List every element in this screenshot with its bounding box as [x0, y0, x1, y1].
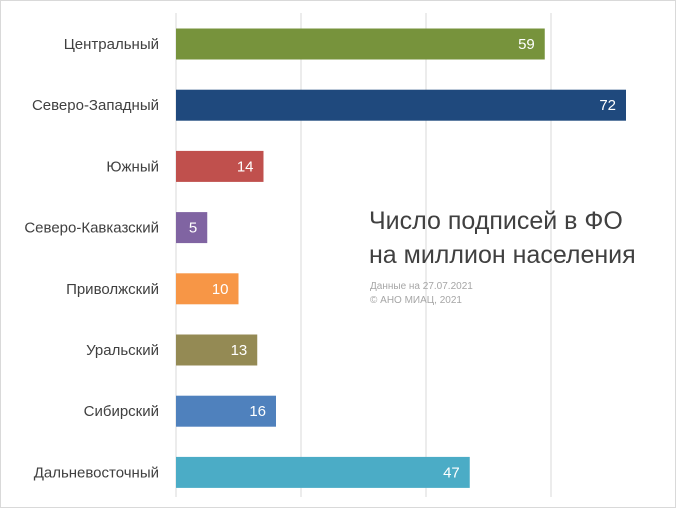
data-label: 10 — [212, 281, 229, 298]
chart-title-line-1: Число подписей в ФО — [369, 207, 623, 235]
bar — [176, 28, 545, 60]
data-label: 59 — [518, 36, 535, 53]
category-label: Центральный — [64, 36, 159, 53]
bar — [176, 212, 208, 244]
data-label: 5 — [189, 220, 197, 237]
category-label: Приволжский — [66, 281, 159, 298]
bar — [176, 456, 470, 488]
data-label: 47 — [443, 464, 460, 481]
category-label: Северо-Кавказский — [24, 220, 159, 237]
category-label: Дальневосточный — [34, 464, 159, 481]
data-label: 72 — [599, 97, 616, 114]
category-labels: Центральный Северо-Западный Южный Северо-Ка… — [24, 36, 159, 481]
data-label: 13 — [231, 342, 248, 359]
bars-layer — [176, 28, 626, 488]
source-note-date: Данные на 27.07.2021 — [370, 281, 473, 292]
data-label: 14 — [237, 158, 254, 175]
category-label: Северо-Западный — [32, 97, 159, 114]
bar — [176, 395, 276, 427]
chart-title-line-2: на миллион населения — [369, 241, 636, 269]
value-labels: 59 72 14 5 10 13 16 47 — [189, 36, 616, 481]
bar — [176, 334, 258, 366]
bar — [176, 89, 626, 121]
data-label: 16 — [249, 403, 266, 420]
bar — [176, 150, 264, 182]
bar — [176, 273, 239, 305]
source-note-copyright: © АНО МИАЦ, 2021 — [370, 295, 462, 306]
category-label: Южный — [106, 158, 159, 175]
category-label: Уральский — [86, 342, 159, 359]
category-label: Сибирский — [84, 403, 159, 420]
